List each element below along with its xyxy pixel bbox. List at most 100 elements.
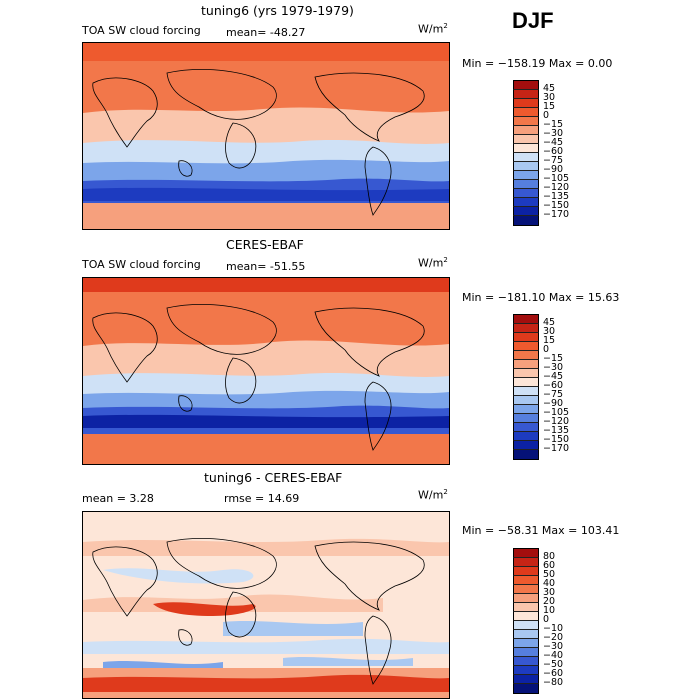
- colorbar-swatch: [513, 377, 539, 387]
- colorbar-swatch: [513, 620, 539, 630]
- colorbar-tick-label: −170: [543, 209, 570, 220]
- panel-3-map: [82, 511, 450, 699]
- colorbar-tick-label: 60: [543, 560, 556, 571]
- colorbar-tick-label: −135: [543, 191, 570, 202]
- colorbar-swatch: [513, 80, 539, 90]
- colorbar-swatch: [513, 584, 539, 594]
- colorbar-swatch: [513, 314, 539, 324]
- colorbar-tick-label: −75: [543, 389, 564, 400]
- colorbar-tick-label: 45: [543, 317, 556, 328]
- colorbar-swatch: [513, 593, 539, 603]
- colorbar-tick-label: 40: [543, 578, 556, 589]
- colorbar-tick-label: −90: [543, 398, 564, 409]
- colorbar-tick-label: −90: [543, 164, 564, 175]
- colorbar-tick-label: −150: [543, 434, 570, 445]
- colorbar-swatch: [513, 449, 539, 460]
- colorbar-swatch: [513, 602, 539, 612]
- colorbar-tick-label: 45: [543, 83, 556, 94]
- colorbar-swatch: [513, 323, 539, 333]
- panel-3-title: tuning6 - CERES-EBAF: [204, 470, 343, 485]
- colorbar-swatch: [513, 638, 539, 648]
- panel-2-variable: TOA SW cloud forcing: [82, 258, 201, 271]
- colorbar-swatch: [513, 422, 539, 432]
- panel-3-rmse: rmse = 14.69: [224, 492, 300, 505]
- colorbar-tick-label: −40: [543, 650, 564, 661]
- colorbar-swatch: [513, 611, 539, 621]
- colorbar-swatch: [513, 89, 539, 99]
- colorbar-tick-label: 15: [543, 335, 556, 346]
- colorbar-tick-label: −30: [543, 641, 564, 652]
- panel-1-colorbar: 45 30 15 0 −15 −30 −45 −60 −75 −90 −105 −120 −135 −15…: [513, 80, 593, 226]
- colorbar-swatch: [513, 215, 539, 226]
- colorbar-tick-label: −120: [543, 182, 570, 193]
- colorbar-tick-label: −150: [543, 200, 570, 211]
- colorbar-tick-label: −105: [543, 407, 570, 418]
- colorbar-tick-label: 0: [543, 344, 550, 355]
- panel-1-mean: mean= -48.27: [226, 26, 306, 39]
- colorbar-swatch: [513, 566, 539, 576]
- colorbar-swatch: [513, 674, 539, 684]
- colorbar-swatch: [513, 557, 539, 567]
- colorbar-tick-label: −15: [543, 353, 564, 364]
- colorbar-tick-label: −170: [543, 443, 570, 454]
- colorbar-swatch: [513, 395, 539, 405]
- panel-2-map: [82, 277, 450, 465]
- colorbar-swatch: [513, 647, 539, 657]
- colorbar-swatch: [513, 125, 539, 135]
- colorbar-tick-label: 15: [543, 101, 556, 112]
- colorbar-tick-label: 30: [543, 587, 556, 598]
- colorbar-swatch: [513, 683, 539, 694]
- panel-1-variable: TOA SW cloud forcing: [82, 24, 201, 37]
- colorbar-tick-label: −80: [543, 677, 564, 688]
- colorbar-swatch: [513, 170, 539, 180]
- colorbar-swatch: [513, 179, 539, 189]
- panel-1-title: tuning6 (yrs 1979-1979): [201, 3, 354, 18]
- colorbar-tick-label: −30: [543, 128, 564, 139]
- colorbar-tick-label: −75: [543, 155, 564, 166]
- colorbar-swatch: [513, 98, 539, 108]
- panel-3-colorbar: 80 60 50 40 30 20 10 0 −10 −20 −30 −40 −50 −60 −80: [513, 548, 593, 694]
- colorbar-swatch: [513, 143, 539, 153]
- colorbar-tick-label: −60: [543, 380, 564, 391]
- colorbar-tick-label: 0: [543, 614, 550, 625]
- colorbar-swatch: [513, 431, 539, 441]
- colorbar-swatch: [513, 656, 539, 666]
- colorbar-swatch: [513, 368, 539, 378]
- colorbar-swatch: [513, 548, 539, 558]
- colorbar-swatch: [513, 629, 539, 639]
- colorbar-tick-label: −60: [543, 668, 564, 679]
- colorbar-swatch: [513, 107, 539, 117]
- colorbar-swatch: [513, 206, 539, 216]
- colorbar-swatch: [513, 152, 539, 162]
- colorbar-swatch: [513, 341, 539, 351]
- panel-1-map: [82, 42, 450, 230]
- colorbar-tick-label: 0: [543, 110, 550, 121]
- panel-3-mean: mean = 3.28: [82, 492, 154, 505]
- colorbar-tick-label: 20: [543, 596, 556, 607]
- colorbar-swatch: [513, 116, 539, 126]
- colorbar-tick-label: −60: [543, 146, 564, 157]
- panel-1-units: W/m2: [418, 22, 448, 36]
- colorbar-tick-label: −105: [543, 173, 570, 184]
- colorbar-swatch: [513, 413, 539, 423]
- colorbar-swatch: [513, 197, 539, 207]
- colorbar-tick-label: 80: [543, 551, 556, 562]
- panel-3-units: W/m2: [418, 488, 448, 502]
- colorbar-tick-label: −45: [543, 371, 564, 382]
- colorbar-swatch: [513, 386, 539, 396]
- colorbar-swatch: [513, 188, 539, 198]
- colorbar-swatch: [513, 440, 539, 450]
- colorbar-swatch: [513, 332, 539, 342]
- panel-2-title: CERES-EBAF: [226, 237, 304, 252]
- colorbar-swatch: [513, 161, 539, 171]
- colorbar-tick-label: 50: [543, 569, 556, 580]
- colorbar-tick-label: −50: [543, 659, 564, 670]
- colorbar-tick-label: −45: [543, 137, 564, 148]
- panel-1-minmax: Min = −158.19 Max = 0.00: [462, 57, 613, 70]
- colorbar-tick-label: −15: [543, 119, 564, 130]
- colorbar-tick-label: 30: [543, 326, 556, 337]
- colorbar-tick-label: 10: [543, 605, 556, 616]
- panel-3-minmax: Min = −58.31 Max = 103.41: [462, 524, 620, 537]
- panel-2-mean: mean= -51.55: [226, 260, 306, 273]
- colorbar-tick-label: −20: [543, 632, 564, 643]
